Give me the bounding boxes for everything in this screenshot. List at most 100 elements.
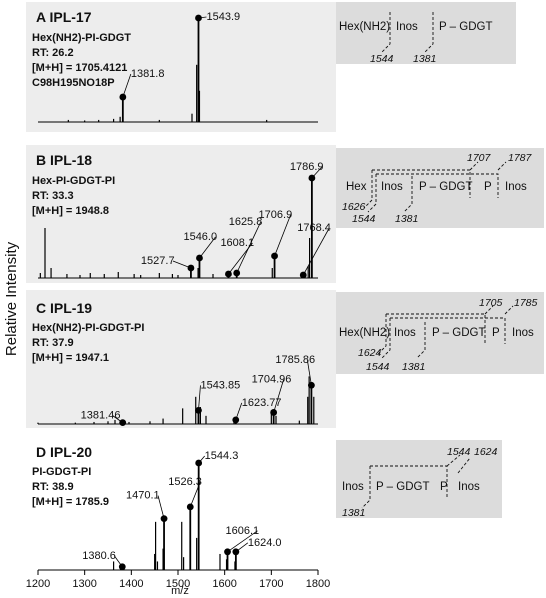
struct-d-upper-arrow-1: [457, 457, 471, 474]
svg-text:C IPL-19: C IPL-19: [36, 300, 92, 316]
y-axis-label: Relative Intensity: [3, 241, 20, 356]
peak-label-1704.96: 1704.96: [252, 373, 292, 385]
panel-a-letter: A: [36, 9, 46, 25]
panel-d-name: IPL-20: [50, 444, 92, 460]
peak-label-1785.86: 1785.86: [275, 354, 315, 366]
panel-a-info-1: RT: 26.2: [32, 47, 74, 59]
struct-a-seg-2: P – GDGT: [439, 21, 492, 33]
panel-d-header: D IPL-20 PI-GDGT-PI RT: 38.9 [M+H] = 178…: [32, 444, 109, 508]
x-tick-label-1500: 1500: [166, 578, 190, 590]
panel-a-background: [26, 2, 336, 132]
x-tick-label-1700: 1700: [259, 578, 283, 590]
structure-b: Hex Inos P – GDGT P Inos 1626 1544 1381 …: [342, 152, 533, 225]
struct-b-seg-2: P – GDGT: [419, 181, 472, 193]
peak-leader-1470.1: [157, 495, 165, 519]
peak-label-1623.77: 1623.77: [242, 397, 282, 409]
struct-d-seg-0: Inos: [342, 481, 364, 493]
peak-label-1543.85: 1543.85: [200, 379, 240, 391]
peak-leader-1785.86: [307, 360, 312, 386]
struct-b-cleave-line-1: [367, 174, 377, 213]
svg-text:A IPL-17: A IPL-17: [36, 9, 92, 25]
peak-leader-1706.9: [274, 214, 291, 257]
peak-label-1527.7: 1527.7: [141, 255, 175, 267]
x-tick-label-1600: 1600: [212, 578, 236, 590]
x-tick-label-1200: 1200: [26, 578, 50, 590]
panel-b-name: IPL-18: [50, 152, 92, 168]
svg-text:B IPL-18: B IPL-18: [36, 152, 92, 168]
struct-c-seg-1: Inos: [394, 327, 416, 339]
panel-a-header: A IPL-17 Hex(NH2)-PI-GDGT RT: 26.2 [M+H]…: [32, 9, 131, 89]
struct-c-upper-line-1: [390, 317, 506, 344]
struct-b-upper-arrow-1: [497, 161, 507, 171]
struct-a-seg-1: Inos: [396, 21, 418, 33]
panel-c-info-1: RT: 37.9: [32, 337, 74, 349]
struct-b-upper-1: 1787: [508, 152, 533, 164]
struct-b-cleave-2: 1381: [395, 213, 418, 225]
spectra: 1381.8 1543.9 1527.7 1546.0 1608.1 1625.81706…: [37, 11, 331, 571]
peak-leader-1546.0: [199, 236, 216, 259]
struct-d-upper-1: 1624: [474, 446, 498, 458]
struct-c-cleave-line-0: [377, 314, 387, 355]
peak-label-1543.9: 1543.9: [206, 11, 240, 23]
peak-label-1624.0: 1624.0: [248, 537, 282, 549]
struct-d-seg-1: P – GDGT: [376, 481, 429, 493]
panel-c-info-0: Hex(NH2)-PI-GDGT-PI: [32, 322, 144, 334]
structure-d: Inos P – GDGT P Inos 1381 1544 1624: [342, 446, 498, 519]
peak-label-1625.8: 1625.8: [229, 216, 263, 228]
struct-d-seg-2: P: [440, 481, 448, 493]
panel-d-info-2: [M+H] = 1785.9: [32, 496, 109, 508]
struct-b-upper-line-1: [376, 173, 499, 198]
panel-b-header: B IPL-18 Hex-PI-GDGT-PI RT: 33.3 [M+H] =…: [32, 152, 115, 217]
peak-leader-1704.96: [273, 379, 285, 413]
peak-leader-1625.8: [236, 221, 262, 274]
spectrum-a: 1381.8 1543.9: [38, 11, 318, 123]
svg-text:D IPL-20: D IPL-20: [36, 444, 92, 460]
struct-b-cleave-0: 1626: [342, 201, 366, 213]
peak-leader-1786.9: [311, 166, 323, 179]
struct-c-upper-0: 1705: [479, 297, 503, 309]
peak-leader-1543.9: [198, 16, 207, 19]
peak-label-1381.46: 1381.46: [81, 410, 121, 422]
struct-c-cleave-2: 1381: [402, 361, 425, 373]
struct-c-upper-arrow-1: [504, 305, 514, 315]
panel-b-info-2: [M+H] = 1948.8: [32, 205, 109, 217]
peak-label-1608.1: 1608.1: [220, 237, 254, 249]
peak-leader-1527.7: [172, 260, 192, 269]
struct-b-cleave-line-2: [403, 176, 413, 213]
peak-leader-1381.8: [122, 73, 132, 98]
structure-box-a: [336, 2, 516, 64]
struct-c-upper-arrow-0: [484, 305, 494, 315]
peak-label-1544.3: 1544.3: [205, 450, 239, 462]
panel-b-info-0: Hex-PI-GDGT-PI: [32, 175, 115, 187]
panel-c-info-2: [M+H] = 1947.1: [32, 352, 109, 364]
panel-d-info-1: RT: 38.9: [32, 481, 74, 493]
struct-a-cleave-line-1: [424, 12, 434, 53]
panel-a-info-3: C98H195NO18P: [32, 77, 115, 89]
peak-leader-1380.6: [113, 555, 123, 568]
struct-b-upper-arrow-0: [469, 161, 479, 171]
struct-b-seg-3: P: [484, 181, 492, 193]
peak-leader-1606.1: [227, 530, 258, 553]
struct-c-cleave-1: 1544: [366, 361, 390, 373]
peak-label-1470.1: 1470.1: [126, 490, 160, 502]
struct-d-cleave-0: 1381: [342, 507, 365, 519]
structure-box-d: [336, 440, 502, 518]
struct-b-cleave-line-0: [363, 170, 373, 209]
panel-c-letter: C: [36, 300, 46, 316]
structure-box-c: [336, 292, 544, 374]
structure-a: Hex(NH2) Inos P – GDGT 1544 1381: [339, 12, 492, 65]
panel-d-info-0: PI-GDGT-PI: [32, 466, 91, 478]
x-tick-label-1300: 1300: [72, 578, 96, 590]
peak-label-1786.9: 1786.9: [290, 161, 324, 173]
peak-leader-1768.4: [302, 227, 330, 276]
peak-label-1706.9: 1706.9: [259, 209, 293, 221]
struct-c-upper-line-0: [386, 313, 486, 344]
x-tick-label-1400: 1400: [119, 578, 143, 590]
struct-c-seg-3: P: [492, 327, 500, 339]
structure-box-b: [336, 148, 544, 228]
struct-d-upper-arrow-0: [446, 454, 461, 467]
peak-label-1606.1: 1606.1: [226, 525, 260, 537]
struct-c-seg-4: Inos: [512, 327, 534, 339]
peak-leader-1624.0: [235, 542, 249, 553]
